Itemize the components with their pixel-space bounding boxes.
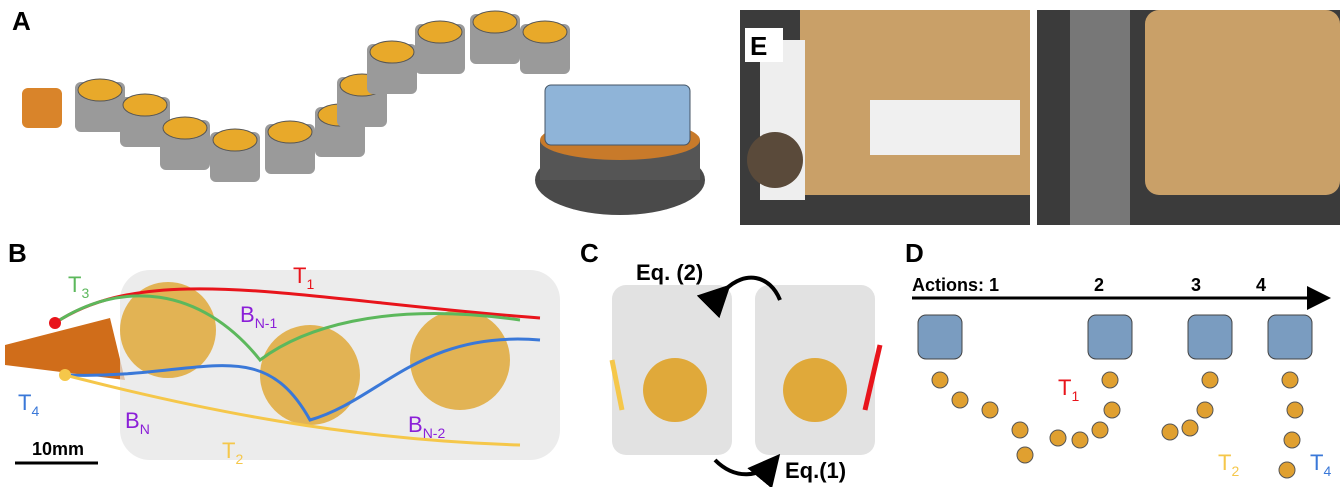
pulley <box>260 325 360 425</box>
step-label: 2 <box>1094 275 1104 295</box>
pulley <box>473 11 517 33</box>
pulley <box>213 129 257 151</box>
equation-label: Eq. (2) <box>636 260 703 285</box>
step-label: 4 <box>1256 275 1266 295</box>
module <box>1104 402 1120 418</box>
scale-label: 10mm <box>32 439 84 459</box>
figure: A E B T3 T1 BN-1 T4 BN BN-2 T2 10mm C Eq… <box>0 0 1343 487</box>
anchor <box>59 369 71 381</box>
pulley <box>163 117 207 139</box>
module <box>1017 447 1033 463</box>
equation-label: Eq.(1) <box>785 458 846 483</box>
panel-e: E <box>740 10 1340 225</box>
panel-d: D Actions: 1 2 3 4 T1 T2 T4 <box>905 238 1331 479</box>
pulley <box>78 79 122 101</box>
module <box>1182 420 1198 436</box>
module <box>1012 422 1028 438</box>
panel-a: A <box>12 6 705 215</box>
module <box>1162 424 1178 440</box>
obstacle <box>747 132 803 188</box>
module <box>1202 372 1218 388</box>
torque-label: T1 <box>1058 375 1079 404</box>
panel-label: D <box>905 238 924 268</box>
actuator-box <box>545 85 690 145</box>
torque-label: T2 <box>1218 450 1239 479</box>
pulley <box>370 41 414 63</box>
torque-label: T4 <box>1310 450 1331 479</box>
pulley <box>268 121 312 143</box>
pulley <box>643 358 707 422</box>
actuator <box>1268 315 1312 359</box>
panel-label: B <box>8 238 27 268</box>
axis-label: Actions: 1 <box>912 275 999 295</box>
panel-c: C Eq. (2) Eq.(1) <box>580 238 880 483</box>
tip <box>22 88 62 128</box>
cable-label: T3 <box>68 272 89 301</box>
panel-label: E <box>750 31 767 61</box>
module <box>1050 430 1066 446</box>
module <box>1102 372 1118 388</box>
module <box>952 392 968 408</box>
cable-label: T1 <box>293 263 314 292</box>
actuator <box>1188 315 1232 359</box>
actuator <box>918 315 962 359</box>
module <box>932 372 948 388</box>
step-label: 3 <box>1191 275 1201 295</box>
module <box>1072 432 1088 448</box>
panel-label: A <box>12 6 31 36</box>
module <box>1197 402 1213 418</box>
pulley <box>783 358 847 422</box>
module <box>1092 422 1108 438</box>
cable-label: T4 <box>18 390 39 419</box>
module <box>1282 372 1298 388</box>
anchor <box>49 317 61 329</box>
actuator <box>1088 315 1132 359</box>
module <box>1279 462 1295 478</box>
module <box>982 402 998 418</box>
module <box>1284 432 1300 448</box>
wall <box>1070 10 1130 225</box>
pulley <box>523 21 567 43</box>
pulley <box>123 94 167 116</box>
panel-b: B T3 T1 BN-1 T4 BN BN-2 T2 10mm <box>5 238 560 467</box>
pulley <box>418 21 462 43</box>
module <box>1287 402 1303 418</box>
box <box>870 100 1020 155</box>
board <box>1145 10 1340 195</box>
arrow <box>715 460 775 474</box>
panel-label: C <box>580 238 599 268</box>
